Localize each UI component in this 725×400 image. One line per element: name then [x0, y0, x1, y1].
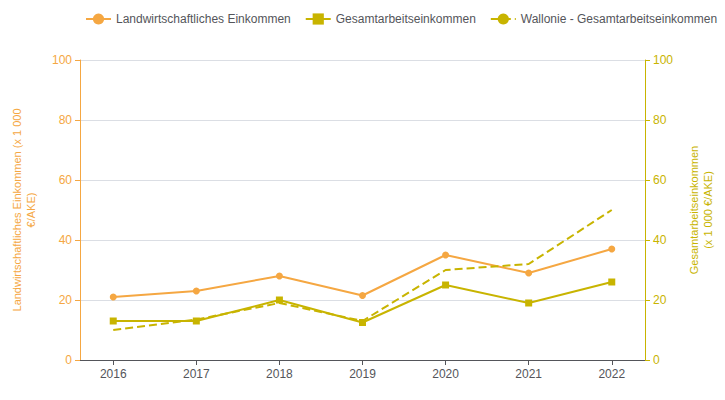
- svg-text:2018: 2018: [266, 367, 293, 381]
- svg-text:60: 60: [653, 173, 667, 187]
- svg-text:(x 1 000 €/AKE): (x 1 000 €/AKE): [702, 171, 714, 249]
- svg-text:100: 100: [653, 53, 673, 67]
- svg-text:Gesamtarbeitseinkommen: Gesamtarbeitseinkommen: [336, 12, 476, 26]
- svg-text:60: 60: [59, 173, 73, 187]
- svg-text:Landwirtschaftliches Einkommen: Landwirtschaftliches Einkommen: [116, 12, 291, 26]
- svg-text:80: 80: [59, 113, 73, 127]
- svg-text:Wallonie - Gesamtarbeitseinkom: Wallonie - Gesamtarbeitseinkommen: [521, 12, 717, 26]
- svg-text:20: 20: [59, 293, 73, 307]
- svg-text:0: 0: [65, 353, 72, 367]
- svg-text:2021: 2021: [515, 367, 542, 381]
- svg-text:100: 100: [52, 53, 72, 67]
- svg-text:2017: 2017: [183, 367, 210, 381]
- svg-text:0: 0: [653, 353, 660, 367]
- svg-text:2020: 2020: [432, 367, 459, 381]
- svg-text:80: 80: [653, 113, 667, 127]
- svg-text:20: 20: [653, 293, 667, 307]
- svg-text:2019: 2019: [349, 367, 376, 381]
- svg-text:Gesamtarbeitseinkommen: Gesamtarbeitseinkommen: [688, 146, 700, 274]
- svg-text:40: 40: [653, 233, 667, 247]
- svg-text:2022: 2022: [598, 367, 625, 381]
- svg-text:€/AKE): €/AKE): [25, 193, 37, 228]
- svg-text:40: 40: [59, 233, 73, 247]
- svg-text:Landwirtschaftliches Einkommen: Landwirtschaftliches Einkommen (x 1 000: [11, 109, 23, 312]
- svg-text:2016: 2016: [100, 367, 127, 381]
